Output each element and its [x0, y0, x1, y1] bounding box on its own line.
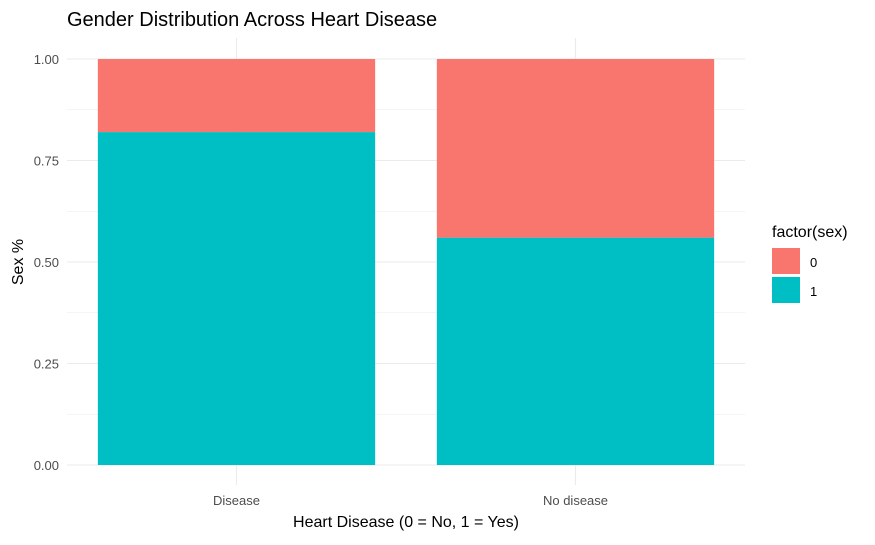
y-axis-ticks: 0.00 0.25 0.50 0.75 1.00: [34, 52, 59, 473]
legend-items: 01: [772, 248, 817, 303]
chart-title: Gender Distribution Across Heart Disease: [67, 9, 437, 31]
y-axis-label: Sex %: [10, 239, 27, 285]
y-tick-label: 0.75: [34, 154, 59, 169]
legend-swatch: [772, 277, 800, 303]
x-axis-label: Heart Disease (0 = No, 1 = Yes): [293, 514, 519, 531]
legend-title: factor(sex): [772, 224, 848, 241]
y-tick-label: 0.00: [34, 458, 59, 473]
x-tick-label: Disease: [213, 493, 260, 508]
bar-segment: [97, 132, 376, 465]
legend-label: 0: [810, 255, 817, 270]
y-tick-label: 0.25: [34, 357, 59, 372]
legend: factor(sex) 01: [772, 224, 848, 303]
bar-segment: [436, 237, 715, 465]
bar-segment: [436, 59, 715, 238]
y-tick-label: 0.50: [34, 255, 59, 270]
bar-segment: [97, 59, 376, 133]
y-tick-label: 1.00: [34, 52, 59, 67]
legend-swatch: [772, 248, 800, 274]
x-tick-label: No disease: [543, 493, 608, 508]
bars: [97, 59, 715, 465]
x-axis-ticks: Disease No disease: [213, 493, 608, 508]
legend-label: 1: [810, 284, 817, 299]
